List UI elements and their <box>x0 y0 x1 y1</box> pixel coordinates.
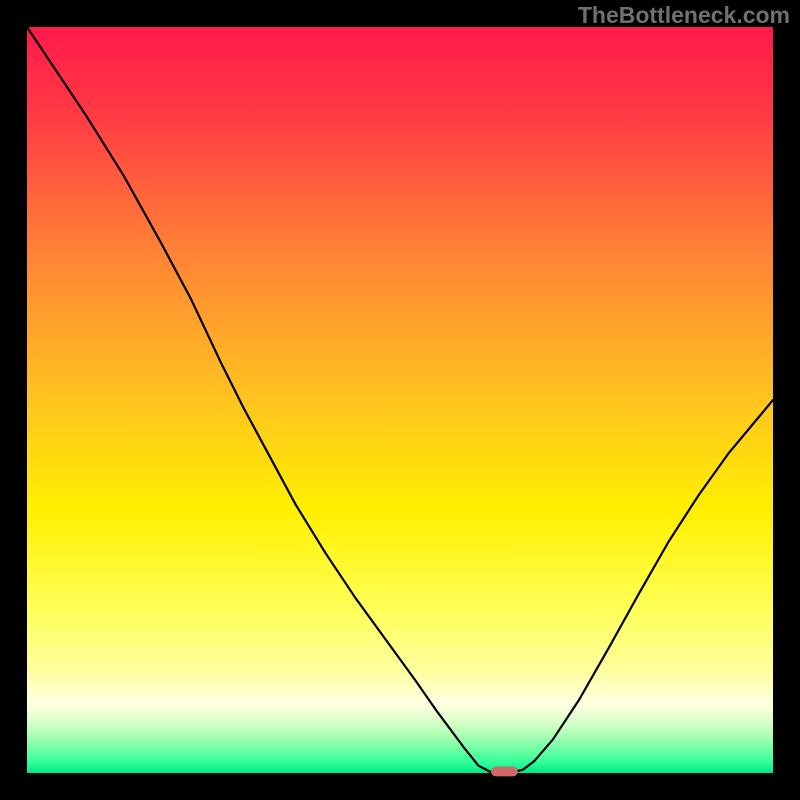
plot-svg <box>0 0 800 800</box>
optimal-marker <box>491 767 518 777</box>
chart-container: TheBottleneck.com <box>0 0 800 800</box>
watermark-text: TheBottleneck.com <box>578 2 790 29</box>
